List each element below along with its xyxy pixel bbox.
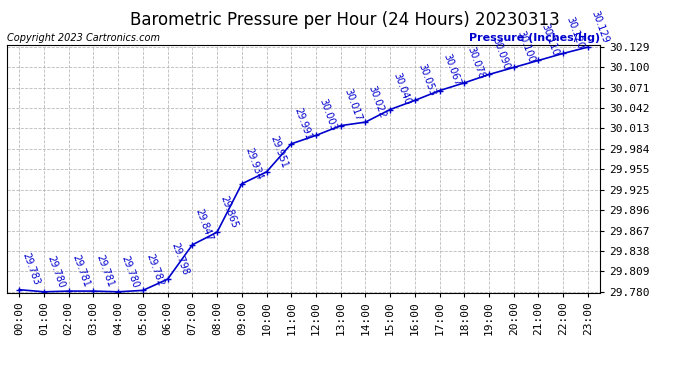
Text: 29.847: 29.847 bbox=[194, 207, 215, 242]
Text: 29.951: 29.951 bbox=[268, 134, 289, 169]
Text: 30.067: 30.067 bbox=[441, 53, 462, 88]
Text: Barometric Pressure per Hour (24 Hours) 20230313: Barometric Pressure per Hour (24 Hours) … bbox=[130, 11, 560, 29]
Text: 30.017: 30.017 bbox=[342, 88, 363, 123]
Text: 29.798: 29.798 bbox=[169, 241, 190, 276]
Text: Copyright 2023 Cartronics.com: Copyright 2023 Cartronics.com bbox=[7, 33, 160, 42]
Text: 29.780: 29.780 bbox=[119, 254, 141, 289]
Text: 29.782: 29.782 bbox=[144, 252, 166, 288]
Text: 30.053: 30.053 bbox=[416, 63, 437, 98]
Text: 30.078: 30.078 bbox=[466, 45, 486, 80]
Text: 30.003: 30.003 bbox=[317, 98, 338, 133]
Text: 29.991: 29.991 bbox=[293, 106, 313, 141]
Text: 30.090: 30.090 bbox=[491, 37, 511, 72]
Text: 30.110: 30.110 bbox=[540, 22, 561, 58]
Text: 29.781: 29.781 bbox=[95, 253, 116, 288]
Text: 29.865: 29.865 bbox=[219, 194, 239, 230]
Text: 30.120: 30.120 bbox=[564, 15, 586, 51]
Text: 30.129: 30.129 bbox=[589, 9, 610, 44]
Text: 30.040: 30.040 bbox=[391, 72, 413, 107]
Text: Pressure (Inches/Hg): Pressure (Inches/Hg) bbox=[469, 33, 600, 42]
Text: 29.781: 29.781 bbox=[70, 253, 91, 288]
Text: 30.022: 30.022 bbox=[367, 84, 388, 119]
Text: 30.100: 30.100 bbox=[515, 30, 536, 64]
Text: 29.780: 29.780 bbox=[46, 254, 66, 289]
Text: 29.783: 29.783 bbox=[21, 252, 41, 287]
Text: 29.934: 29.934 bbox=[243, 146, 264, 181]
